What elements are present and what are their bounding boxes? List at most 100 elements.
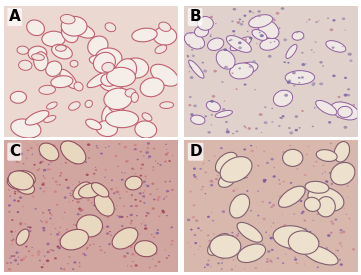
Circle shape: [139, 249, 142, 251]
Circle shape: [168, 255, 170, 256]
Circle shape: [287, 248, 291, 250]
Circle shape: [65, 179, 68, 181]
Circle shape: [217, 262, 220, 264]
Circle shape: [312, 82, 316, 85]
Circle shape: [21, 153, 23, 155]
Circle shape: [106, 226, 109, 228]
Circle shape: [40, 161, 42, 163]
Circle shape: [142, 164, 144, 165]
Circle shape: [246, 197, 247, 199]
Circle shape: [14, 155, 16, 157]
Circle shape: [332, 19, 336, 21]
Circle shape: [73, 261, 77, 264]
Circle shape: [100, 153, 103, 155]
Circle shape: [64, 212, 66, 213]
Ellipse shape: [151, 64, 178, 86]
Circle shape: [60, 268, 62, 270]
Circle shape: [208, 240, 212, 242]
Circle shape: [8, 211, 11, 213]
Circle shape: [19, 153, 23, 155]
Circle shape: [210, 180, 213, 182]
Circle shape: [58, 247, 61, 249]
Circle shape: [341, 101, 342, 102]
Circle shape: [346, 214, 347, 215]
Circle shape: [334, 218, 337, 221]
Circle shape: [45, 222, 48, 224]
Circle shape: [78, 181, 80, 183]
Circle shape: [58, 231, 61, 233]
Circle shape: [64, 196, 67, 199]
Circle shape: [236, 198, 238, 199]
Circle shape: [64, 152, 65, 153]
Circle shape: [108, 146, 109, 147]
Ellipse shape: [273, 226, 312, 249]
Circle shape: [235, 130, 239, 133]
Circle shape: [49, 212, 51, 214]
Ellipse shape: [85, 100, 92, 108]
Ellipse shape: [142, 113, 152, 121]
Ellipse shape: [7, 170, 35, 189]
Circle shape: [41, 161, 44, 163]
Ellipse shape: [16, 229, 29, 245]
Circle shape: [130, 246, 132, 248]
Circle shape: [288, 79, 291, 82]
Circle shape: [129, 242, 130, 243]
Circle shape: [83, 160, 84, 161]
Circle shape: [87, 143, 90, 146]
Ellipse shape: [69, 102, 80, 110]
Circle shape: [190, 76, 193, 79]
Circle shape: [255, 89, 256, 90]
Circle shape: [201, 62, 204, 64]
Circle shape: [261, 132, 262, 133]
Ellipse shape: [60, 229, 88, 250]
Circle shape: [45, 188, 47, 189]
Circle shape: [42, 182, 45, 184]
Circle shape: [278, 125, 280, 127]
Circle shape: [339, 242, 342, 245]
Text: A: A: [9, 9, 21, 24]
Circle shape: [245, 127, 247, 128]
Circle shape: [301, 197, 302, 198]
Circle shape: [14, 193, 16, 194]
Circle shape: [279, 244, 280, 245]
Circle shape: [342, 176, 344, 177]
Circle shape: [322, 173, 323, 174]
Circle shape: [247, 31, 248, 32]
Circle shape: [123, 255, 127, 258]
Circle shape: [46, 259, 49, 262]
Circle shape: [210, 100, 214, 103]
Circle shape: [33, 167, 34, 169]
Circle shape: [282, 232, 286, 235]
Circle shape: [271, 108, 273, 109]
Circle shape: [160, 213, 162, 214]
Circle shape: [206, 263, 209, 266]
Ellipse shape: [93, 52, 116, 73]
Ellipse shape: [47, 102, 57, 109]
Circle shape: [103, 195, 106, 197]
Circle shape: [226, 130, 230, 133]
Circle shape: [60, 172, 62, 174]
Circle shape: [126, 186, 128, 188]
Circle shape: [79, 226, 81, 227]
Circle shape: [226, 128, 228, 130]
Circle shape: [52, 144, 53, 145]
Circle shape: [301, 110, 304, 112]
Circle shape: [83, 253, 85, 255]
Ellipse shape: [288, 231, 319, 254]
Circle shape: [270, 42, 272, 43]
Ellipse shape: [99, 67, 127, 91]
Circle shape: [14, 259, 17, 262]
Ellipse shape: [95, 48, 122, 68]
Circle shape: [10, 255, 13, 257]
Circle shape: [244, 84, 247, 86]
Ellipse shape: [8, 171, 34, 190]
Circle shape: [348, 53, 352, 56]
Circle shape: [25, 256, 27, 257]
Circle shape: [299, 127, 300, 128]
Ellipse shape: [249, 15, 273, 28]
Circle shape: [193, 234, 196, 236]
Ellipse shape: [11, 119, 41, 138]
Circle shape: [303, 219, 306, 222]
Circle shape: [191, 49, 193, 51]
Circle shape: [301, 52, 304, 54]
